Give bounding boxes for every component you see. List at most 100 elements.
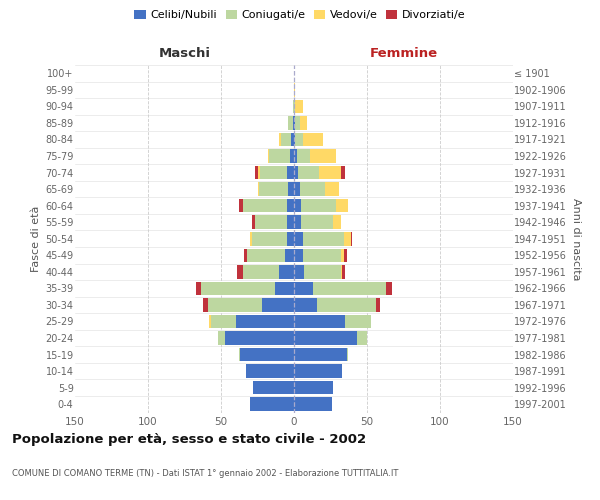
Bar xyxy=(300,182,325,196)
Bar xyxy=(293,100,294,113)
Bar xyxy=(288,182,294,196)
Bar xyxy=(280,132,281,146)
Bar xyxy=(301,216,334,229)
Bar xyxy=(294,232,303,245)
Bar xyxy=(250,398,294,411)
Bar xyxy=(294,364,342,378)
Bar xyxy=(209,314,211,328)
Bar xyxy=(293,116,294,130)
Bar xyxy=(290,149,294,163)
Bar xyxy=(226,332,294,345)
Bar xyxy=(287,166,294,179)
Bar xyxy=(294,182,300,196)
Bar xyxy=(341,265,342,278)
Bar xyxy=(288,116,293,130)
Bar xyxy=(294,332,357,345)
Bar xyxy=(268,149,269,163)
Bar xyxy=(294,132,295,146)
Bar xyxy=(301,199,337,212)
Bar xyxy=(239,348,240,362)
Bar xyxy=(257,182,259,196)
Bar xyxy=(341,166,345,179)
Bar xyxy=(244,248,247,262)
Bar xyxy=(294,348,347,362)
Bar xyxy=(294,265,304,278)
Bar xyxy=(254,166,257,179)
Bar xyxy=(240,348,294,362)
Bar xyxy=(298,166,319,179)
Legend: Celibi/Nubili, Coniugati/e, Vedovi/e, Divorziati/e: Celibi/Nubili, Coniugati/e, Vedovi/e, Di… xyxy=(130,6,470,25)
Bar xyxy=(294,381,334,394)
Bar xyxy=(285,248,294,262)
Bar xyxy=(287,199,294,212)
Bar xyxy=(304,265,341,278)
Bar xyxy=(211,314,236,328)
Bar xyxy=(294,149,297,163)
Bar xyxy=(297,149,310,163)
Bar xyxy=(344,248,347,262)
Bar xyxy=(254,216,287,229)
Bar xyxy=(259,182,288,196)
Bar xyxy=(291,132,294,146)
Bar xyxy=(294,166,298,179)
Bar xyxy=(345,314,371,328)
Bar xyxy=(294,282,313,295)
Bar xyxy=(344,232,351,245)
Bar xyxy=(317,298,376,312)
Bar xyxy=(357,332,367,345)
Bar xyxy=(303,132,323,146)
Text: Maschi: Maschi xyxy=(158,47,211,60)
Bar xyxy=(313,282,386,295)
Bar xyxy=(236,314,294,328)
Bar xyxy=(337,199,348,212)
Bar xyxy=(200,282,275,295)
Bar xyxy=(303,248,341,262)
Bar xyxy=(243,199,287,212)
Bar xyxy=(294,248,303,262)
Bar xyxy=(295,132,303,146)
Bar xyxy=(287,232,294,245)
Bar xyxy=(294,83,295,96)
Bar xyxy=(287,216,294,229)
Bar xyxy=(341,248,344,262)
Bar xyxy=(295,116,300,130)
Bar xyxy=(275,282,294,295)
Bar xyxy=(303,232,344,245)
Bar xyxy=(208,298,262,312)
Bar xyxy=(294,298,317,312)
Bar xyxy=(237,265,243,278)
Bar xyxy=(294,314,345,328)
Bar xyxy=(386,282,392,295)
Bar xyxy=(294,100,295,113)
Bar xyxy=(280,265,294,278)
Bar xyxy=(294,216,301,229)
Bar xyxy=(347,348,348,362)
Bar xyxy=(239,199,243,212)
Bar xyxy=(251,232,287,245)
Bar xyxy=(196,282,200,295)
Bar xyxy=(376,298,380,312)
Bar xyxy=(246,364,294,378)
Bar xyxy=(281,132,291,146)
Y-axis label: Fasce di età: Fasce di età xyxy=(31,206,41,272)
Bar xyxy=(310,149,337,163)
Bar xyxy=(257,166,260,179)
Y-axis label: Anni di nascita: Anni di nascita xyxy=(571,198,581,280)
Text: Popolazione per età, sesso e stato civile - 2002: Popolazione per età, sesso e stato civil… xyxy=(12,432,366,446)
Bar xyxy=(294,116,295,130)
Bar xyxy=(295,100,303,113)
Bar xyxy=(218,332,226,345)
Text: COMUNE DI COMANO TERME (TN) - Dati ISTAT 1° gennaio 2002 - Elaborazione TUTTITAL: COMUNE DI COMANO TERME (TN) - Dati ISTAT… xyxy=(12,468,398,477)
Bar xyxy=(247,248,285,262)
Bar xyxy=(243,265,280,278)
Bar xyxy=(269,149,290,163)
Bar xyxy=(294,398,332,411)
Bar xyxy=(342,265,345,278)
Bar xyxy=(203,298,208,312)
Bar xyxy=(334,216,341,229)
Bar xyxy=(319,166,341,179)
Bar xyxy=(253,381,294,394)
Bar xyxy=(251,216,254,229)
Bar xyxy=(262,298,294,312)
Bar xyxy=(351,232,352,245)
